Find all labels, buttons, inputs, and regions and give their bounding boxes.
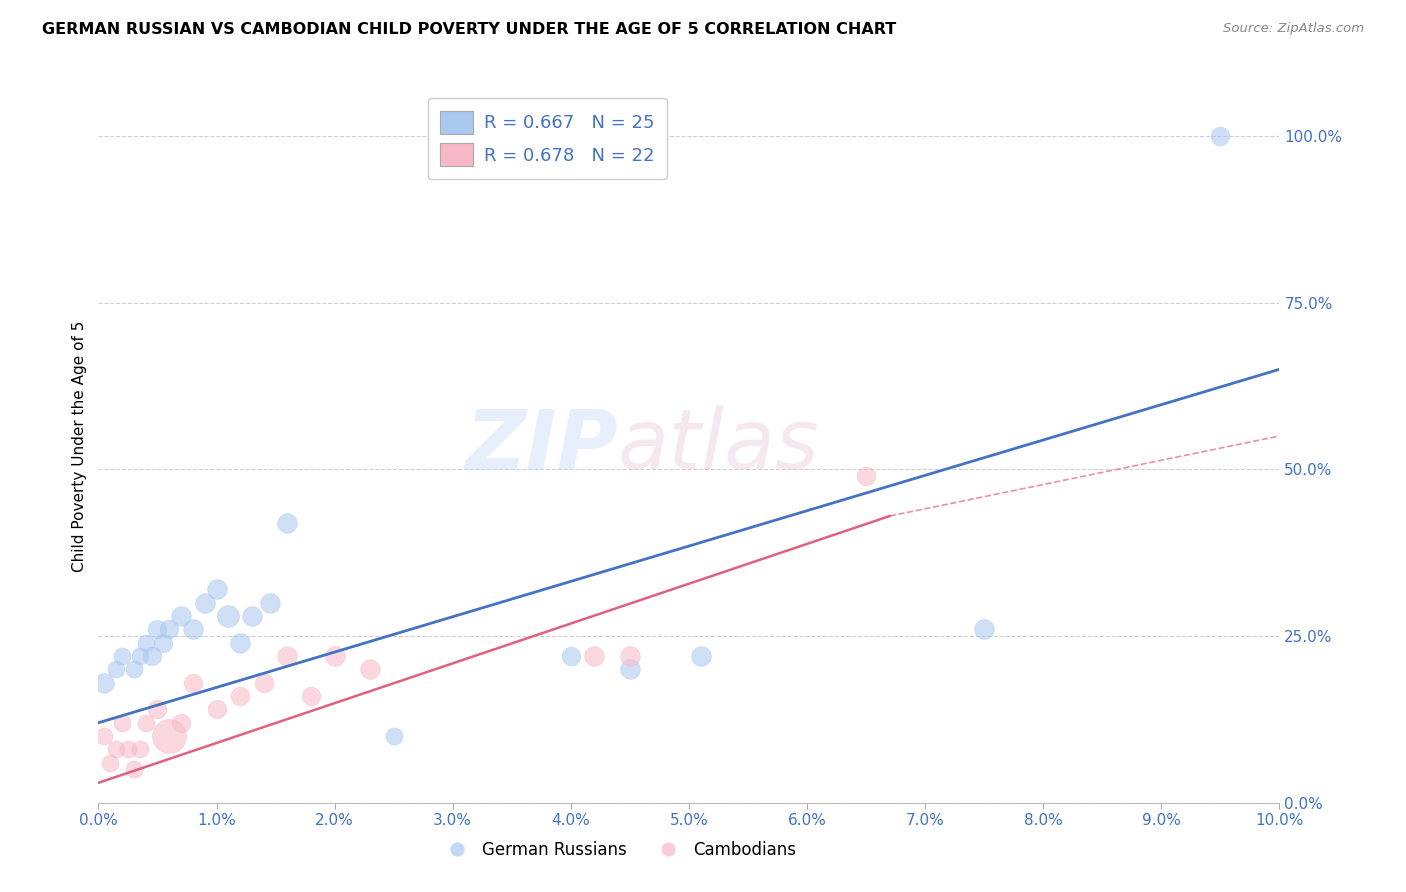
Point (152, 636, 174, 650)
Point (194, 596, 217, 610)
Point (157, 623, 180, 637)
Point (117, 742, 139, 756)
Point (98, 756, 121, 770)
Point (973, 623, 995, 637)
Point (135, 715, 157, 730)
Point (135, 636, 157, 650)
Point (323, 649, 346, 664)
Text: ZIP: ZIP (465, 406, 619, 486)
Point (111, 715, 134, 730)
Point (253, 675, 276, 690)
Point (122, 662, 145, 676)
Point (141, 649, 163, 664)
Point (1209, 128, 1232, 143)
Point (619, 649, 641, 664)
Point (170, 609, 193, 624)
Point (359, 662, 381, 676)
Point (240, 609, 263, 624)
Point (93, 675, 115, 690)
Point (619, 662, 641, 676)
Point (105, 742, 128, 756)
Point (205, 702, 228, 716)
Point (259, 596, 281, 610)
Y-axis label: Child Poverty Under the Age of 5: Child Poverty Under the Age of 5 (72, 320, 87, 572)
Point (128, 742, 150, 756)
Point (560, 649, 582, 664)
Point (181, 623, 204, 637)
Text: atlas: atlas (619, 406, 820, 486)
Point (93, 729, 115, 743)
Point (128, 649, 150, 664)
Point (170, 715, 193, 730)
Point (217, 609, 239, 624)
Point (276, 516, 298, 530)
Text: Source: ZipAtlas.com: Source: ZipAtlas.com (1223, 22, 1364, 36)
Point (229, 636, 252, 650)
Point (855, 469, 877, 483)
Point (105, 662, 128, 676)
Point (205, 582, 228, 597)
Point (146, 702, 169, 716)
Point (146, 623, 169, 637)
Point (157, 729, 180, 743)
Point (299, 689, 322, 703)
Point (276, 649, 298, 664)
Point (583, 649, 606, 664)
Point (111, 649, 134, 664)
Point (689, 649, 711, 664)
Point (382, 729, 405, 743)
Point (181, 675, 204, 690)
Point (122, 763, 145, 777)
Legend: German Russians, Cambodians: German Russians, Cambodians (433, 835, 803, 866)
Point (229, 689, 252, 703)
Text: GERMAN RUSSIAN VS CAMBODIAN CHILD POVERTY UNDER THE AGE OF 5 CORRELATION CHART: GERMAN RUSSIAN VS CAMBODIAN CHILD POVERT… (42, 22, 897, 37)
